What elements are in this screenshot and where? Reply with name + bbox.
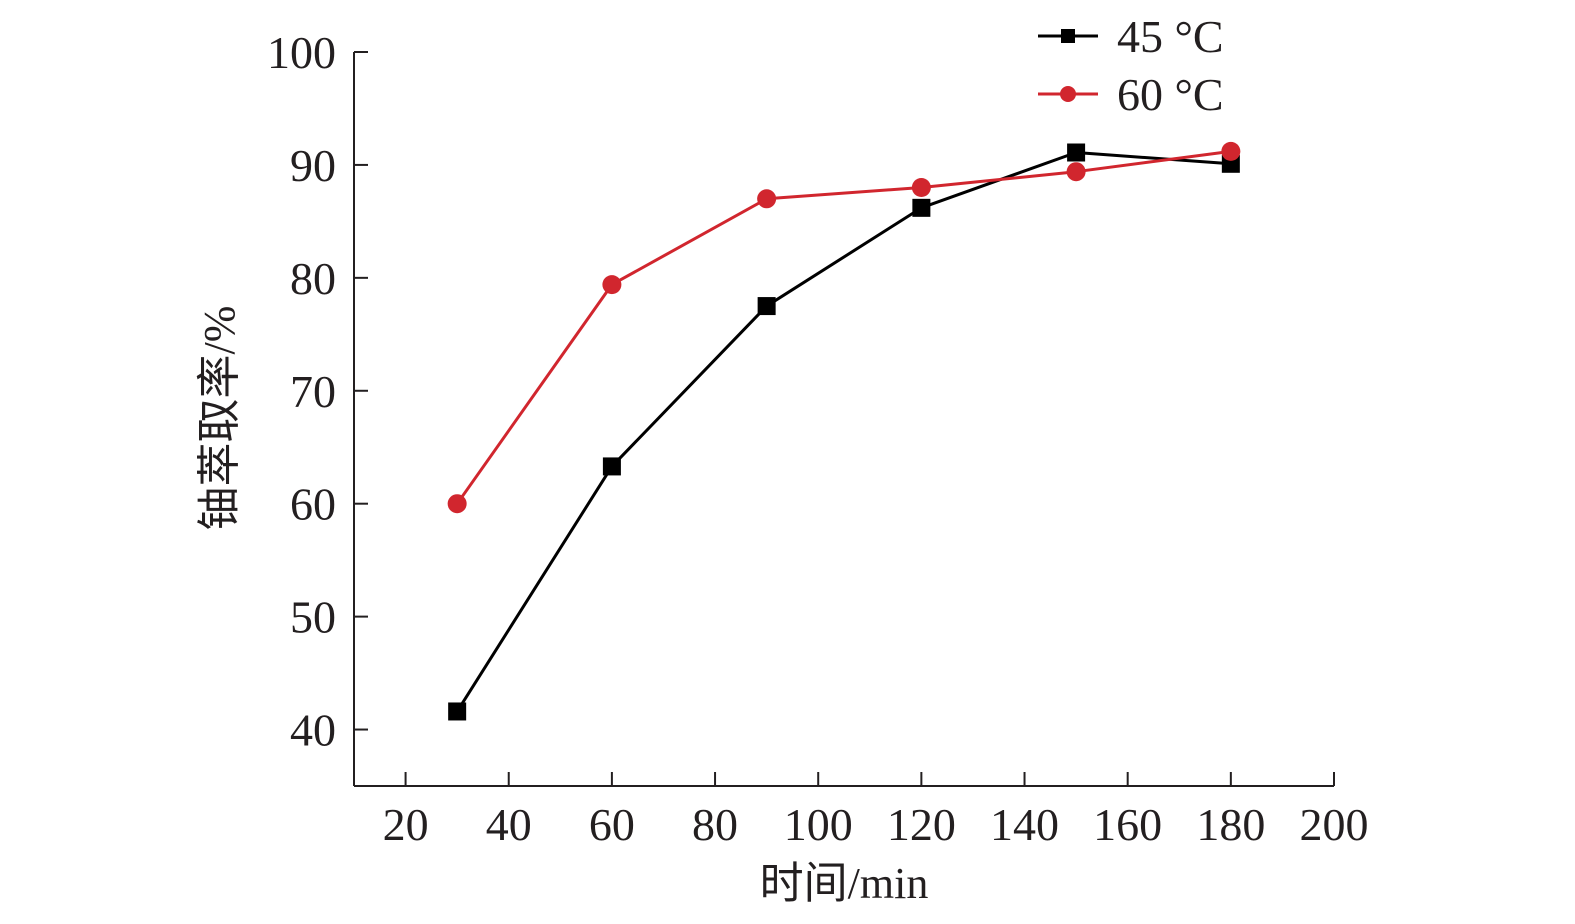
y-tick-label: 40 [290,705,336,756]
series-line [455,149,1232,505]
x-ticks: 20 40 60 80 100 120 140 160 180 200 [383,772,1369,850]
data-point [447,494,467,514]
y-tick-label: 70 [290,366,336,417]
series-line [455,151,1231,713]
x-tick-label: 60 [589,799,635,850]
x-tick-label: 100 [784,799,853,850]
legend-marker [1061,29,1075,43]
x-axis-title: 时间/min [760,859,929,908]
x-tick-label: 180 [1196,799,1265,850]
data-point [757,189,777,209]
x-tick-label: 20 [383,799,429,850]
x-tick-label: 40 [486,799,532,850]
legend-entry: 60 °C [1038,69,1224,120]
data-point [1221,141,1241,161]
x-axis: 20 40 60 80 100 120 140 160 180 200 [354,772,1369,850]
x-tick-label: 120 [887,799,956,850]
data-point [1066,162,1086,182]
y-axis: 40 50 60 70 80 90 100 [267,27,368,786]
y-tick-label: 80 [290,253,336,304]
series-2 [447,141,1241,514]
legend-label: 60 °C [1117,69,1224,120]
x-tick-label: 200 [1300,799,1369,850]
data-point [1067,143,1086,162]
x-tick-label: 80 [692,799,738,850]
y-tick-label: 50 [290,592,336,643]
y-ticks: 40 50 60 70 80 90 100 [267,27,368,756]
data-point [757,297,776,316]
series-1 [448,143,1240,721]
legend-marker [1060,86,1076,102]
y-tick-label: 60 [290,479,336,530]
data-point [912,198,931,217]
x-tick-label: 140 [990,799,1059,850]
legend-entry: 45 °C [1038,11,1224,62]
data-point [602,275,622,295]
y-tick-label: 90 [290,140,336,191]
data-point [448,702,467,721]
x-tick-label: 160 [1093,799,1162,850]
y-axis-title: 铀萃取率/% [195,306,244,531]
y-tick-label: 100 [267,27,336,78]
legend-label: 45 °C [1117,11,1224,62]
data-point [602,457,621,476]
series-layer [447,141,1241,721]
legend: 45 °C 60 °C [1038,11,1224,120]
data-point [911,178,931,198]
